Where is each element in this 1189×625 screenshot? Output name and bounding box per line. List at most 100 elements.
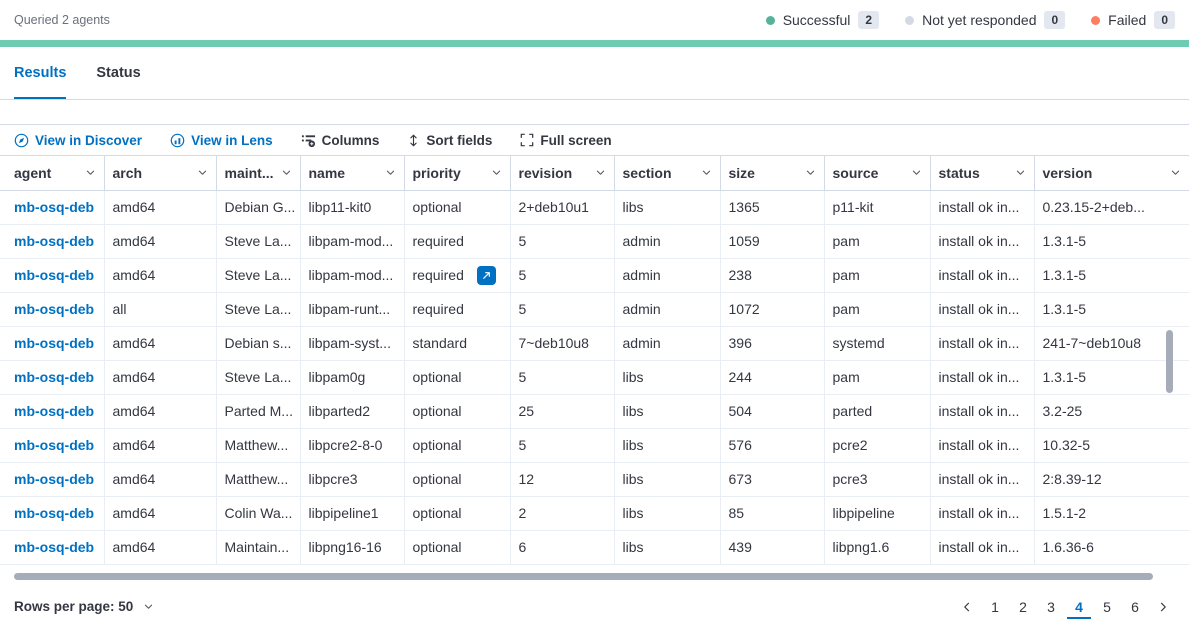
column-header-section[interactable]: section <box>614 156 721 191</box>
cell-name[interactable]: libpam0g <box>300 360 405 395</box>
cell-source[interactable]: pcre2 <box>824 428 931 463</box>
cell-agent[interactable]: mb-osq-deb <box>0 462 105 497</box>
tab-status[interactable]: Status <box>96 47 140 99</box>
cell-status[interactable]: install ok in... <box>930 530 1035 565</box>
column-header-agent[interactable]: agent <box>0 156 105 191</box>
column-header-arch[interactable]: arch <box>104 156 217 191</box>
cell-agent[interactable]: mb-osq-deb <box>0 428 105 463</box>
sort-fields-button[interactable]: Sort fields <box>407 133 492 148</box>
cell-section[interactable]: admin <box>614 326 721 361</box>
agent-link[interactable]: mb-osq-deb <box>14 471 95 487</box>
cell-agent[interactable]: mb-osq-deb <box>0 394 105 429</box>
cell-status[interactable]: install ok in... <box>930 224 1035 259</box>
cell-name[interactable]: libpam-runt... <box>300 292 405 327</box>
cell-status[interactable]: install ok in... <box>930 496 1035 531</box>
cell-section[interactable]: libs <box>614 360 721 395</box>
cell-priority[interactable]: optional <box>404 360 511 395</box>
cell-agent[interactable]: mb-osq-deb <box>0 530 105 565</box>
cell-status[interactable]: install ok in... <box>930 462 1035 497</box>
cell-priority[interactable]: optional <box>404 190 511 225</box>
cell-priority[interactable]: optional <box>404 394 511 429</box>
full-screen-button[interactable]: Full screen <box>520 133 612 148</box>
cell-source[interactable]: pam <box>824 292 931 327</box>
cell-size[interactable]: 1072 <box>720 292 825 327</box>
cell-revision[interactable]: 5 <box>510 224 615 259</box>
cell-section[interactable]: admin <box>614 258 721 293</box>
cell-version[interactable]: 2:8.39-12 <box>1034 462 1189 497</box>
agent-link[interactable]: mb-osq-deb <box>14 403 95 419</box>
cell-priority[interactable]: standard <box>404 326 511 361</box>
cell-agent[interactable]: mb-osq-deb <box>0 190 105 225</box>
cell-version[interactable]: 1.3.1-5 <box>1034 258 1189 293</box>
cell-source[interactable]: systemd <box>824 326 931 361</box>
cell-name[interactable]: libpcre3 <box>300 462 405 497</box>
cell-maint[interactable]: Steve La... <box>216 292 301 327</box>
cell-agent[interactable]: mb-osq-deb <box>0 258 105 293</box>
page-button-5[interactable]: 5 <box>1095 595 1119 619</box>
cell-maint[interactable]: Steve La... <box>216 258 301 293</box>
column-header-name[interactable]: name <box>300 156 405 191</box>
chevron-down-icon[interactable] <box>595 167 606 178</box>
cell-version[interactable]: 10.32-5 <box>1034 428 1189 463</box>
cell-section[interactable]: libs <box>614 462 721 497</box>
cell-maint[interactable]: Debian s... <box>216 326 301 361</box>
cell-source[interactable]: parted <box>824 394 931 429</box>
cell-status[interactable]: install ok in... <box>930 394 1035 429</box>
cell-name[interactable]: libpcre2-8-0 <box>300 428 405 463</box>
cell-maint[interactable]: Matthew... <box>216 462 301 497</box>
cell-version[interactable]: 1.3.1-5 <box>1034 360 1189 395</box>
cell-status[interactable]: install ok in... <box>930 258 1035 293</box>
chevron-down-icon[interactable] <box>385 167 396 178</box>
cell-priority[interactable]: optional <box>404 496 511 531</box>
cell-maint[interactable]: Colin Wa... <box>216 496 301 531</box>
cell-source[interactable]: pam <box>824 258 931 293</box>
cell-revision[interactable]: 25 <box>510 394 615 429</box>
cell-size[interactable]: 439 <box>720 530 825 565</box>
cell-maint[interactable]: Steve La... <box>216 360 301 395</box>
cell-source[interactable]: p11-kit <box>824 190 931 225</box>
chevron-down-icon[interactable] <box>911 167 922 178</box>
cell-revision[interactable]: 5 <box>510 360 615 395</box>
cell-name[interactable]: libpng16-16 <box>300 530 405 565</box>
agent-link[interactable]: mb-osq-deb <box>14 505 95 521</box>
cell-name[interactable]: libpam-syst... <box>300 326 405 361</box>
vertical-scrollbar[interactable] <box>1166 330 1173 393</box>
chevron-down-icon[interactable] <box>491 167 502 178</box>
cell-section[interactable]: libs <box>614 496 721 531</box>
cell-status[interactable]: install ok in... <box>930 428 1035 463</box>
cell-agent[interactable]: mb-osq-deb <box>0 292 105 327</box>
expand-cell-button[interactable] <box>476 265 496 285</box>
cell-version[interactable]: 1.3.1-5 <box>1034 292 1189 327</box>
cell-section[interactable]: libs <box>614 428 721 463</box>
cell-revision[interactable]: 5 <box>510 428 615 463</box>
cell-arch[interactable]: amd64 <box>104 496 217 531</box>
cell-priority[interactable]: required <box>404 224 511 259</box>
cell-arch[interactable]: amd64 <box>104 530 217 565</box>
page-button-6[interactable]: 6 <box>1123 595 1147 619</box>
cell-revision[interactable]: 2+deb10u1 <box>510 190 615 225</box>
page-button-4[interactable]: 4 <box>1067 595 1091 619</box>
tab-results[interactable]: Results <box>14 47 66 99</box>
agent-link[interactable]: mb-osq-deb <box>14 233 95 249</box>
cell-agent[interactable]: mb-osq-deb <box>0 326 105 361</box>
cell-size[interactable]: 1365 <box>720 190 825 225</box>
cell-source[interactable]: pam <box>824 224 931 259</box>
previous-page-button[interactable] <box>955 595 979 619</box>
cell-name[interactable]: libp11-kit0 <box>300 190 405 225</box>
cell-arch[interactable]: amd64 <box>104 224 217 259</box>
cell-priority[interactable]: optional <box>404 462 511 497</box>
cell-arch[interactable]: amd64 <box>104 190 217 225</box>
cell-status[interactable]: install ok in... <box>930 326 1035 361</box>
cell-size[interactable]: 244 <box>720 360 825 395</box>
cell-version[interactable]: 1.5.1-2 <box>1034 496 1189 531</box>
cell-agent[interactable]: mb-osq-deb <box>0 360 105 395</box>
cell-version[interactable]: 241-7~deb10u8 <box>1034 326 1189 361</box>
cell-agent[interactable]: mb-osq-deb <box>0 496 105 531</box>
cell-name[interactable]: libpam-mod... <box>300 258 405 293</box>
cell-revision[interactable]: 7~deb10u8 <box>510 326 615 361</box>
cell-maint[interactable]: Debian G... <box>216 190 301 225</box>
column-header-version[interactable]: version <box>1034 156 1189 191</box>
horizontal-scrollbar[interactable] <box>14 573 1153 580</box>
cell-arch[interactable]: amd64 <box>104 394 217 429</box>
cell-size[interactable]: 1059 <box>720 224 825 259</box>
